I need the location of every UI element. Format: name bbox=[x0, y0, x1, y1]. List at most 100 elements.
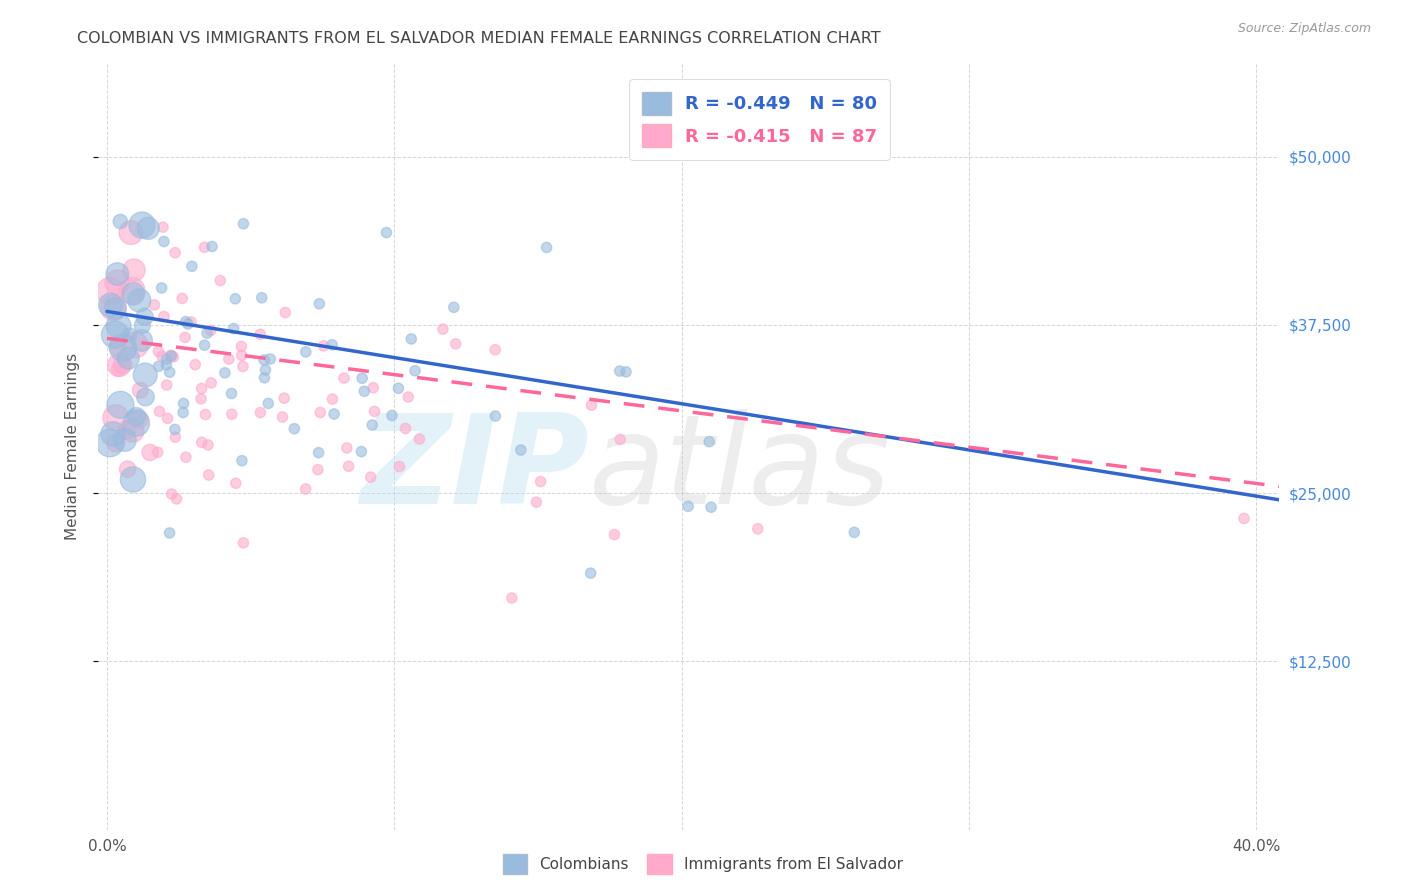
Point bbox=[173, 396, 195, 410]
Point bbox=[172, 405, 194, 419]
Point bbox=[225, 476, 247, 491]
Point bbox=[114, 433, 136, 447]
Point bbox=[501, 591, 523, 605]
Point bbox=[257, 396, 280, 410]
Point bbox=[104, 436, 127, 450]
Point bbox=[529, 475, 551, 489]
Point bbox=[394, 421, 416, 435]
Point bbox=[201, 239, 224, 253]
Point bbox=[107, 340, 129, 354]
Point bbox=[111, 358, 134, 372]
Point bbox=[484, 343, 506, 357]
Point bbox=[146, 445, 169, 459]
Point bbox=[139, 445, 162, 459]
Point bbox=[121, 283, 143, 297]
Point bbox=[353, 384, 375, 399]
Point bbox=[609, 433, 631, 447]
Point bbox=[309, 405, 332, 419]
Point bbox=[443, 301, 465, 315]
Point bbox=[159, 525, 181, 540]
Point bbox=[111, 341, 134, 355]
Point bbox=[107, 362, 129, 376]
Point bbox=[162, 350, 184, 364]
Point bbox=[153, 310, 176, 324]
Point bbox=[375, 226, 398, 240]
Point bbox=[122, 472, 145, 486]
Point bbox=[273, 391, 295, 405]
Point bbox=[128, 293, 150, 308]
Point bbox=[193, 338, 215, 352]
Text: atlas: atlas bbox=[589, 409, 890, 530]
Point bbox=[209, 274, 232, 288]
Point bbox=[697, 434, 720, 449]
Point bbox=[250, 291, 273, 305]
Point bbox=[274, 305, 297, 319]
Point bbox=[676, 500, 699, 514]
Point bbox=[122, 424, 145, 438]
Point bbox=[150, 349, 173, 363]
Point bbox=[193, 240, 215, 254]
Point bbox=[401, 332, 423, 346]
Point bbox=[232, 359, 254, 374]
Point bbox=[321, 392, 343, 406]
Point bbox=[484, 409, 506, 423]
Point bbox=[105, 267, 128, 281]
Point bbox=[148, 359, 170, 374]
Point bbox=[156, 378, 179, 392]
Point bbox=[249, 327, 271, 342]
Point bbox=[609, 364, 631, 378]
Point bbox=[200, 376, 222, 390]
Point bbox=[156, 411, 179, 425]
Point bbox=[249, 406, 271, 420]
Point bbox=[120, 226, 142, 240]
Point bbox=[253, 353, 276, 368]
Point bbox=[231, 339, 253, 353]
Point bbox=[159, 365, 181, 379]
Point bbox=[603, 527, 626, 541]
Legend: R = -0.449   N = 80, R = -0.415   N = 87: R = -0.449 N = 80, R = -0.415 N = 87 bbox=[630, 79, 890, 160]
Text: COLOMBIAN VS IMMIGRANTS FROM EL SALVADOR MEDIAN FEMALE EARNINGS CORRELATION CHAR: COLOMBIAN VS IMMIGRANTS FROM EL SALVADOR… bbox=[77, 31, 882, 46]
Point bbox=[221, 386, 243, 401]
Point bbox=[200, 323, 222, 337]
Point bbox=[197, 468, 219, 483]
Point bbox=[160, 348, 183, 362]
Point bbox=[294, 482, 316, 496]
Point bbox=[131, 318, 153, 333]
Point bbox=[104, 327, 127, 342]
Point bbox=[214, 366, 236, 380]
Point bbox=[536, 240, 558, 254]
Point bbox=[143, 298, 166, 312]
Point bbox=[124, 338, 146, 352]
Point bbox=[232, 217, 254, 231]
Point bbox=[160, 349, 183, 363]
Point bbox=[174, 315, 197, 329]
Point bbox=[312, 339, 335, 353]
Point bbox=[180, 260, 202, 274]
Point bbox=[165, 430, 187, 444]
Point bbox=[224, 292, 246, 306]
Point bbox=[387, 381, 409, 395]
Point bbox=[333, 371, 356, 385]
Point bbox=[194, 408, 217, 422]
Point bbox=[218, 352, 240, 367]
Point bbox=[283, 422, 305, 436]
Point bbox=[104, 410, 127, 425]
Point bbox=[747, 522, 769, 536]
Point bbox=[352, 371, 374, 385]
Point bbox=[98, 285, 121, 299]
Point bbox=[294, 345, 316, 359]
Point bbox=[107, 318, 129, 333]
Point bbox=[221, 407, 243, 421]
Point bbox=[222, 321, 245, 335]
Point bbox=[177, 317, 200, 331]
Point bbox=[190, 435, 212, 450]
Point bbox=[190, 392, 212, 406]
Point bbox=[148, 344, 170, 359]
Point bbox=[308, 446, 330, 460]
Point bbox=[195, 326, 218, 341]
Point bbox=[152, 220, 174, 235]
Point bbox=[509, 442, 531, 457]
Point bbox=[308, 297, 330, 311]
Point bbox=[172, 292, 194, 306]
Point bbox=[110, 398, 132, 412]
